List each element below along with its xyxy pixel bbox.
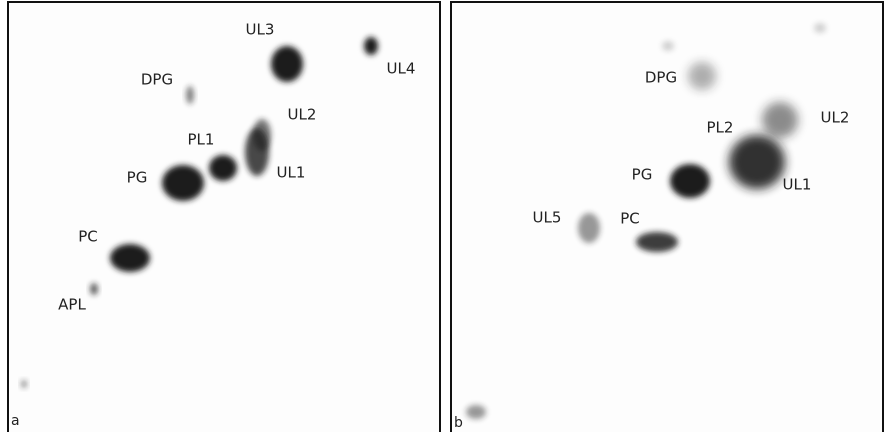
spot-label: PC <box>78 228 98 246</box>
plate-border <box>8 2 440 432</box>
spot <box>245 128 269 176</box>
spot <box>186 86 194 104</box>
plate-border <box>451 2 883 432</box>
speck <box>21 380 27 388</box>
spot <box>762 102 798 138</box>
speck <box>466 405 486 419</box>
spot <box>209 155 237 181</box>
spot <box>364 37 378 55</box>
panel-label: a <box>11 413 20 429</box>
spot-label: UL2 <box>821 109 850 127</box>
spot-label: UL3 <box>246 21 275 39</box>
spot-label: PL1 <box>188 131 215 149</box>
spot <box>729 135 785 189</box>
spot-label: UL5 <box>533 209 562 227</box>
spot <box>636 232 678 252</box>
spot-label: PG <box>127 169 148 187</box>
spot-label: PC <box>620 210 640 228</box>
panel-a: UL3 UL4 DPG UL2 PL1 PG UL1 PC APL a <box>8 2 440 432</box>
figure: UL3 UL4 DPG UL2 PL1 PG UL1 PC APL a DPG … <box>0 0 885 432</box>
spot <box>670 164 710 198</box>
spot <box>110 244 150 272</box>
spot <box>578 213 600 243</box>
spot-label: UL1 <box>277 164 306 182</box>
spot-label: APL <box>58 296 86 314</box>
spot-label: PG <box>632 166 653 184</box>
spot <box>688 62 716 90</box>
page: UL3 UL4 DPG UL2 PL1 PG UL1 PC APL a DPG … <box>0 0 885 432</box>
spot-label: PL2 <box>707 119 734 137</box>
spot-label: DPG <box>141 71 173 89</box>
spot <box>162 165 204 201</box>
speck <box>814 23 826 33</box>
spot-label: DPG <box>645 69 677 87</box>
panel-b: DPG PL2 UL2 PG UL1 UL5 PC b <box>451 2 883 432</box>
spot <box>271 46 303 82</box>
panel-label: b <box>454 415 463 431</box>
spot-label: UL2 <box>288 106 317 124</box>
spot <box>90 283 98 295</box>
spot-label: UL4 <box>387 60 416 78</box>
spot <box>662 41 674 51</box>
spot-label: UL1 <box>783 176 812 194</box>
